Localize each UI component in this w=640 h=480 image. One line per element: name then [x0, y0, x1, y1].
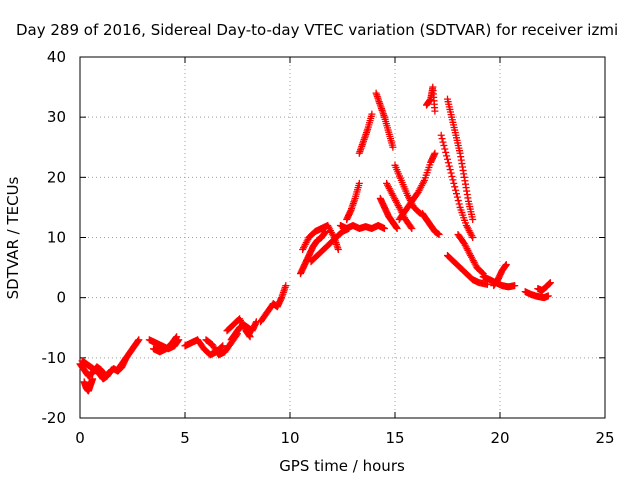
data-point: [454, 197, 462, 205]
data-point: [355, 179, 363, 187]
y-tick-label: 0: [56, 289, 66, 307]
series-arc10: [223, 315, 254, 341]
plot-frame: [79, 56, 606, 419]
x-axis-label: GPS time / hours: [279, 457, 405, 475]
y-tick-label: -10: [42, 349, 67, 367]
series-arc32: [534, 279, 554, 294]
series-arc4: [114, 336, 143, 374]
data-point: [393, 224, 401, 232]
series-arc24: [423, 83, 439, 115]
series-arc16: [343, 179, 363, 223]
series-arc18: [372, 89, 397, 151]
data-point: [381, 224, 388, 232]
x-tick-labels: 0 5 10 15 20 25: [75, 429, 614, 447]
data-point: [368, 110, 376, 118]
series-arc31: [521, 288, 552, 302]
y-tick-label: 20: [47, 168, 66, 186]
y-axis-label: SDTVAR / TECUs: [4, 176, 22, 299]
series-arc19: [376, 194, 401, 232]
data-point: [435, 230, 443, 238]
x-tick-label: 10: [280, 429, 299, 447]
data-point: [334, 246, 342, 254]
series-arc17: [355, 110, 376, 157]
series-arc27: [444, 252, 491, 288]
data-point: [173, 333, 181, 341]
data-point: [478, 269, 486, 277]
grid: [80, 57, 605, 418]
data-point: [469, 215, 477, 223]
axis-ticks: [79, 56, 606, 419]
data-point: [453, 190, 460, 198]
data-point: [455, 200, 463, 208]
data-point: [108, 366, 115, 374]
data-point: [453, 193, 461, 201]
data-point: [544, 292, 552, 300]
series-arc15: [336, 221, 388, 232]
x-tick-label: 5: [180, 429, 190, 447]
data-point: [415, 209, 423, 217]
data-point: [444, 159, 452, 167]
series-arc13: [299, 221, 342, 254]
data-point: [450, 179, 458, 187]
series-arc12: [297, 227, 330, 278]
data-point: [407, 223, 415, 231]
data-point: [218, 343, 226, 351]
data-point: [431, 107, 439, 115]
data-point: [546, 279, 554, 287]
data-point: [438, 135, 446, 143]
x-tick-label: 25: [595, 429, 614, 447]
y-tick-label: 30: [47, 108, 66, 126]
data-point: [445, 162, 453, 170]
series-arc26: [444, 95, 477, 223]
data-point: [452, 186, 460, 194]
data-point: [246, 333, 254, 341]
y-tick-label: -20: [42, 409, 67, 427]
data-point: [442, 148, 450, 156]
data-point: [451, 183, 459, 191]
data-point: [389, 143, 397, 151]
series-arc11: [257, 282, 290, 326]
x-tick-label: 20: [490, 429, 509, 447]
data-point: [469, 234, 477, 241]
data-point: [219, 342, 227, 350]
series-arc23: [418, 209, 443, 238]
data-point: [439, 138, 447, 146]
x-tick-label: 15: [385, 429, 404, 447]
data-points: [76, 83, 554, 395]
data-point: [449, 176, 457, 184]
data-point: [502, 261, 510, 269]
data-point: [440, 142, 448, 150]
x-tick-label: 0: [75, 429, 85, 447]
y-tick-labels: -20 -10 0 10 20 30 40: [42, 48, 67, 427]
data-point: [511, 282, 519, 290]
data-point: [431, 149, 439, 157]
data-point: [282, 282, 290, 290]
y-tick-label: 10: [47, 229, 66, 247]
data-point: [89, 375, 97, 383]
data-point: [408, 224, 416, 232]
series-arc20: [383, 179, 416, 232]
data-point: [437, 131, 445, 139]
data-point: [444, 155, 451, 163]
data-point: [448, 172, 456, 180]
series-arc30: [490, 261, 510, 290]
series-arc25: [437, 131, 477, 241]
y-tick-label: 40: [47, 48, 66, 66]
data-point: [446, 166, 454, 174]
data-point: [441, 145, 449, 153]
series-arc28: [454, 230, 487, 278]
data-point: [447, 169, 455, 177]
series-arc6: [150, 333, 181, 356]
data-point: [443, 152, 451, 160]
series-arc29: [479, 273, 519, 291]
data-point: [135, 336, 143, 344]
series-arc2: [78, 357, 115, 383]
chart-title: Day 289 of 2016, Sidereal Day-to-day VTE…: [16, 21, 618, 39]
series-arc3: [80, 375, 97, 395]
series-arc22: [395, 149, 439, 223]
